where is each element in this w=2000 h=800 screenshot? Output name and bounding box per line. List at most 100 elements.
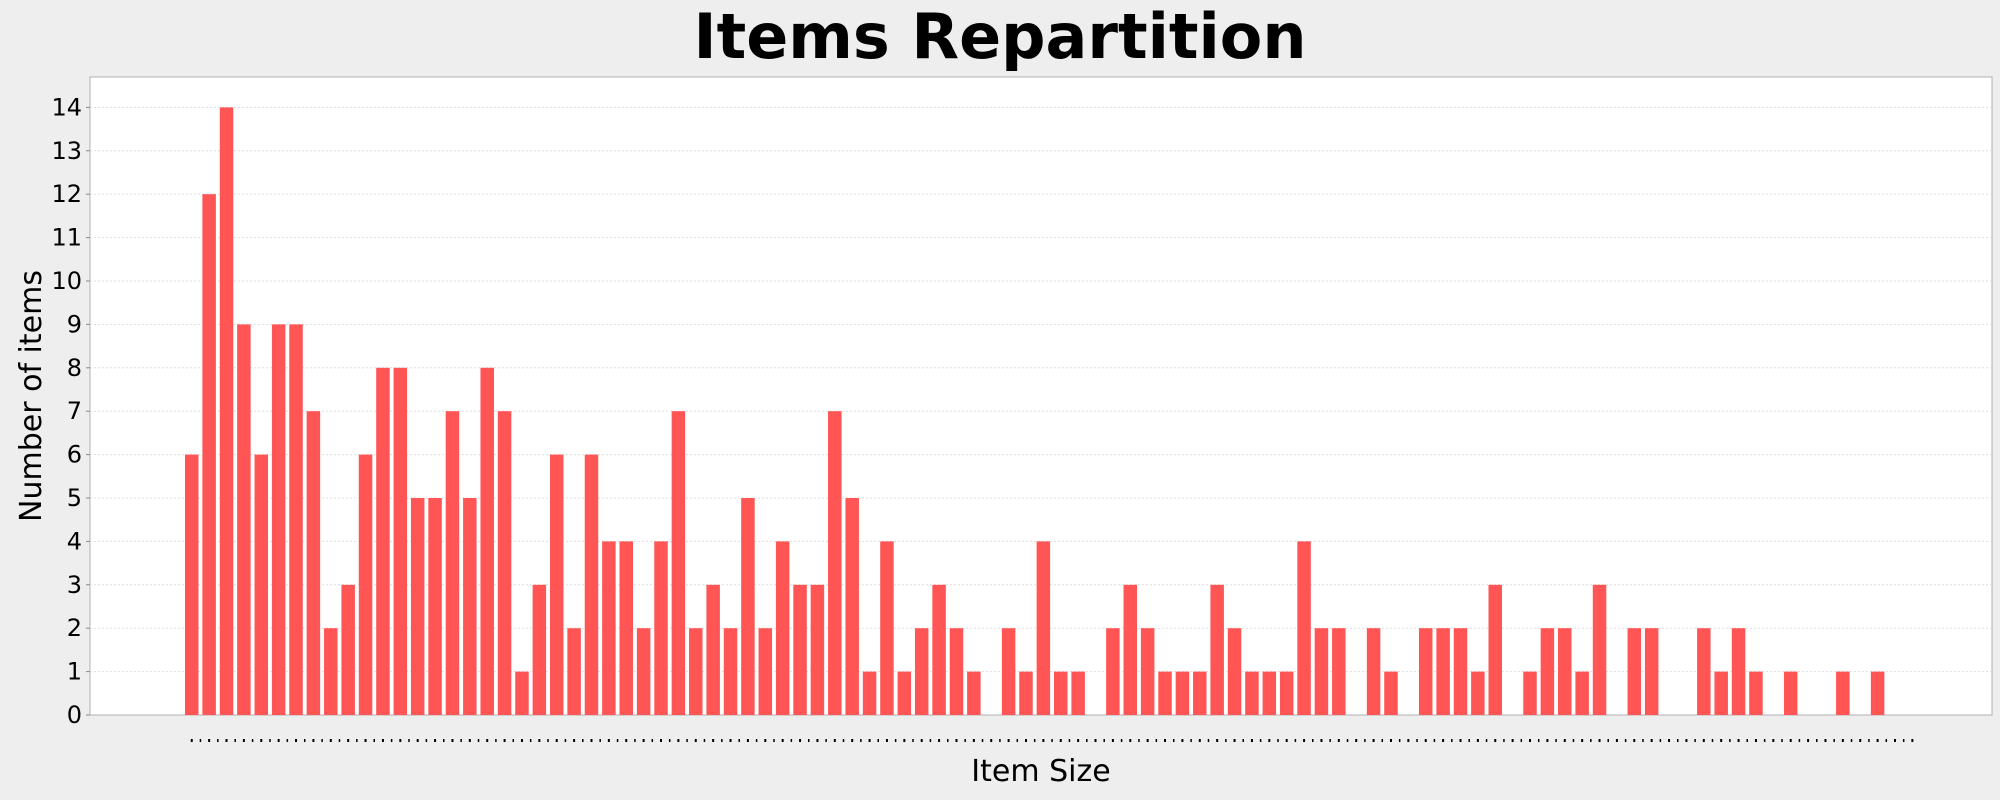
bar — [1540, 628, 1555, 715]
bar — [689, 628, 703, 715]
bar — [584, 454, 599, 715]
y-tick-label: 4 — [67, 527, 82, 555]
bar — [1262, 671, 1277, 715]
bar — [1575, 671, 1589, 715]
bar — [271, 324, 286, 715]
bar — [1731, 628, 1746, 715]
bar — [1870, 671, 1885, 715]
bar — [1714, 671, 1728, 715]
bar — [324, 628, 338, 715]
bar — [723, 628, 738, 715]
y-tick-label: 13 — [51, 137, 82, 165]
bar — [1783, 671, 1798, 715]
bar — [393, 367, 408, 715]
y-tick-label: 2 — [67, 614, 82, 642]
bar — [428, 497, 442, 715]
bar — [1279, 671, 1294, 715]
y-tick-label: 8 — [67, 354, 82, 382]
y-tick-label: 1 — [67, 658, 82, 686]
bar — [1158, 671, 1172, 715]
y-tick-label: 6 — [67, 441, 82, 469]
bar — [1123, 584, 1138, 715]
bar — [237, 324, 251, 715]
bar — [741, 497, 755, 715]
bar — [567, 628, 581, 715]
chart-title: Items Repartition — [694, 0, 1307, 73]
bar — [602, 541, 616, 715]
y-tick-label: 5 — [67, 484, 82, 512]
bar — [1054, 671, 1068, 715]
bar — [1471, 671, 1485, 715]
bar — [1332, 628, 1346, 715]
bar — [1627, 628, 1642, 715]
bar — [1314, 628, 1329, 715]
bar — [358, 454, 373, 715]
bar — [949, 628, 964, 715]
bar — [219, 107, 234, 715]
bar — [1175, 671, 1190, 715]
y-tick-label: 9 — [67, 310, 82, 338]
bar — [515, 671, 529, 715]
bar — [1697, 628, 1711, 715]
bars — [185, 107, 1885, 715]
bar — [410, 497, 425, 715]
bar — [289, 324, 303, 715]
bar — [376, 367, 390, 715]
bar — [1193, 671, 1207, 715]
bar — [862, 671, 877, 715]
bar — [828, 411, 842, 715]
bar — [532, 584, 547, 715]
bar — [1592, 584, 1607, 715]
y-tick-label: 0 — [67, 701, 82, 729]
bar — [254, 454, 269, 715]
y-tick-label: 14 — [51, 93, 82, 121]
bar — [1019, 671, 1033, 715]
bar — [1071, 671, 1085, 715]
bar — [619, 541, 633, 715]
bar — [497, 411, 512, 715]
bar — [1106, 628, 1120, 715]
bar — [185, 454, 199, 715]
x-axis-ticks — [190, 739, 1914, 742]
bar — [671, 411, 686, 715]
y-tick-label: 7 — [67, 397, 82, 425]
y-tick-label: 12 — [51, 180, 82, 208]
bar — [480, 367, 494, 715]
bar — [914, 628, 929, 715]
bar — [932, 584, 946, 715]
bar — [1644, 628, 1659, 715]
bar — [1558, 628, 1572, 715]
bar — [463, 497, 477, 715]
y-tick-label: 10 — [51, 267, 82, 295]
bar — [1384, 671, 1398, 715]
bar — [880, 541, 894, 715]
bar — [1227, 628, 1242, 715]
bar — [1418, 628, 1433, 715]
bar — [636, 628, 651, 715]
bar — [775, 541, 790, 715]
y-tick-label: 11 — [51, 224, 82, 252]
bar — [1245, 671, 1259, 715]
bar — [1523, 671, 1537, 715]
bar — [793, 584, 807, 715]
bar — [202, 194, 216, 715]
bar — [706, 584, 720, 715]
bar — [845, 497, 859, 715]
bar — [306, 411, 321, 715]
bar — [1001, 628, 1016, 715]
bar — [445, 411, 460, 715]
bar — [897, 671, 912, 715]
bar — [341, 584, 355, 715]
bar — [1836, 671, 1850, 715]
bar — [967, 671, 981, 715]
bar — [1453, 628, 1468, 715]
bar — [1436, 628, 1450, 715]
y-tick-label: 3 — [67, 571, 82, 599]
bar — [810, 584, 825, 715]
bar — [654, 541, 668, 715]
bar — [1366, 628, 1381, 715]
bar — [1210, 584, 1224, 715]
bar — [1036, 541, 1051, 715]
